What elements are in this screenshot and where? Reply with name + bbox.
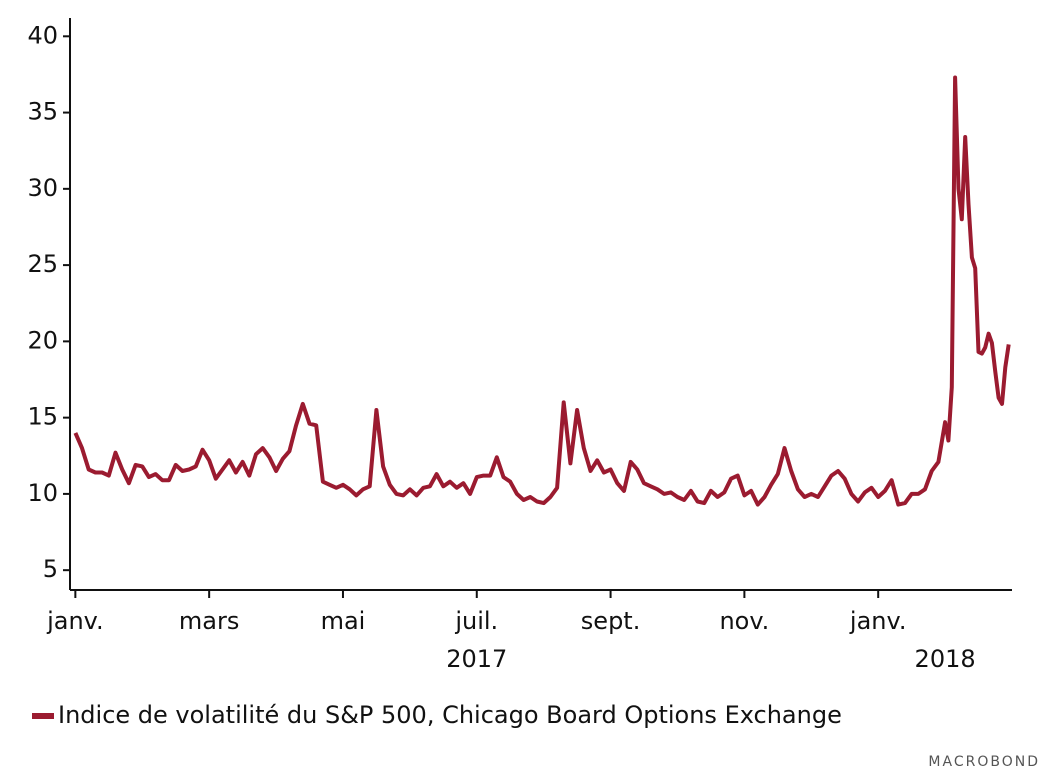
- y-tick-label: 5: [43, 555, 58, 583]
- x-tick-label: janv.: [46, 607, 104, 635]
- year-label: 2018: [915, 645, 976, 673]
- y-tick-label: 25: [27, 250, 58, 278]
- x-tick-label: nov.: [719, 607, 769, 635]
- legend-swatch: [32, 713, 54, 719]
- line: [73, 75, 1011, 507]
- y-tick-label: 40: [27, 21, 58, 49]
- x-tick-label: juil.: [454, 607, 498, 635]
- year-label: 2017: [446, 645, 507, 673]
- credit: MACROBOND: [928, 754, 1040, 770]
- y-tick-label: 30: [27, 174, 58, 202]
- x-tick-label: mai: [321, 607, 366, 635]
- y-tick-label: 15: [27, 403, 58, 431]
- x-tick-label: janv.: [849, 607, 907, 635]
- x-tick-label: sept.: [581, 607, 641, 635]
- y-tick-label: 10: [27, 479, 58, 507]
- y-tick-label: 20: [27, 326, 58, 354]
- legend-label: Indice de volatilité du S&P 500, Chicago…: [58, 701, 842, 729]
- y-tick-label: 35: [27, 98, 58, 126]
- x-tick-label: mars: [179, 607, 239, 635]
